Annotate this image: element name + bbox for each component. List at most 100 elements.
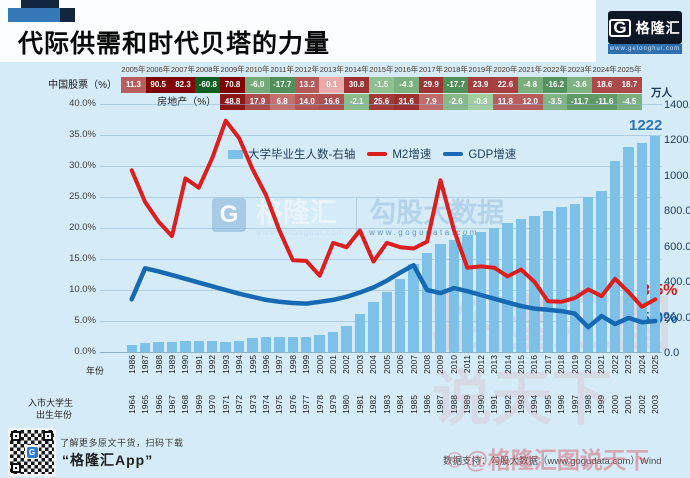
- year-tick-label: 1997: [274, 355, 285, 374]
- birth-year-tick-label: 1965: [140, 395, 151, 414]
- deco-rect-blue: [8, 8, 60, 22]
- gridline: [100, 352, 662, 353]
- table-year-header: 2015年: [369, 65, 394, 74]
- birth-year-tick: 1994: [528, 395, 541, 414]
- table-cell: 18.6: [592, 77, 617, 93]
- table-year-header: 2008年: [195, 65, 220, 74]
- year-tick-label: 2024: [636, 355, 647, 374]
- year-tick-label: 2015: [515, 355, 526, 374]
- year-tick: 2012: [474, 355, 487, 374]
- birth-year-tick-label: 1994: [529, 395, 540, 414]
- birth-year-tick-label: 1975: [274, 395, 285, 414]
- birth-year-tick-label: 1989: [462, 395, 473, 414]
- graduates-bar: [207, 341, 218, 352]
- qr-code: G: [8, 428, 56, 476]
- year-tick-label: 2002: [341, 355, 352, 374]
- graduates-bar: [233, 340, 245, 352]
- graduates-bar: [515, 219, 527, 352]
- graduates-bar: [596, 190, 607, 352]
- year-tick-label: 2010: [448, 355, 459, 374]
- graduates-bar: [556, 206, 567, 352]
- table-cell: -4.8: [517, 77, 543, 93]
- birth-year-tick: 1969: [192, 395, 205, 414]
- year-tick: 2013: [487, 355, 500, 374]
- legend-label-gdp: GDP增速: [468, 149, 517, 161]
- graduates-bar: [274, 337, 285, 352]
- table-year-header: 2007年: [170, 65, 196, 74]
- table-cell: -16.2: [542, 77, 568, 93]
- birth-year-tick-label: 1992: [502, 395, 513, 414]
- birth-year-tick-label: 1974: [260, 395, 271, 414]
- table-year-header: 2012年: [294, 65, 320, 74]
- graduates-bar: [421, 252, 433, 352]
- left-axis-tick: 40.0%: [69, 98, 96, 109]
- year-tick: 2010: [447, 355, 460, 374]
- birth-year-tick-label: 1985: [408, 395, 419, 414]
- birth-year-tick: 1995: [541, 395, 554, 414]
- graduates-bar: [448, 240, 460, 352]
- table-year-header: 2025年: [617, 65, 642, 74]
- birth-year-tick-label: 1987: [435, 395, 446, 414]
- legend-label-m2: M2增速: [392, 149, 432, 161]
- birth-year-tick-label: 1968: [180, 395, 191, 414]
- graduates-bar: [314, 335, 325, 352]
- birth-year-tick: 2002: [635, 395, 648, 414]
- graduates-bar: [636, 143, 648, 352]
- year-tick: 2023: [622, 355, 635, 374]
- table-cell: 31.6: [393, 94, 419, 110]
- qr-marker-icon: [11, 431, 21, 441]
- birth-year-tick: 1970: [206, 395, 219, 414]
- year-tick-label: 2003: [354, 355, 365, 374]
- birth-year-tick: 1988: [447, 395, 460, 414]
- birth-year-tick-label: 1990: [475, 395, 486, 414]
- year-tick: 1991: [192, 355, 205, 374]
- graduates-bar: [153, 342, 164, 352]
- table-year-header: 2005年: [121, 65, 146, 74]
- birth-year-tick: 1983: [380, 395, 393, 414]
- year-tick-label: 2009: [435, 355, 446, 374]
- table-year-header: 2009年: [220, 65, 245, 74]
- graduates-bar: [381, 292, 392, 352]
- birth-year-tick-label: 1998: [583, 395, 594, 414]
- graduates-bar: [395, 278, 406, 352]
- year-tick-label: 2025: [650, 355, 661, 374]
- table-year-header: 2013年: [319, 65, 344, 74]
- table-cell: 16.6: [319, 94, 345, 110]
- header-band: [0, 0, 690, 62]
- left-axis-tick: 0.0%: [74, 346, 96, 357]
- year-tick-label: 1999: [301, 355, 312, 374]
- year-tick-label: 2021: [596, 355, 607, 374]
- table-cell: 48.8: [220, 94, 245, 110]
- table-cell: 7.9: [418, 94, 444, 110]
- gelonghui-url: www.gelonghui.com: [608, 44, 682, 54]
- birth-year-tick-label: 1967: [166, 395, 177, 414]
- birth-year-tick: 1976: [286, 395, 299, 414]
- gelonghui-brand-text: 格隆汇: [635, 19, 681, 36]
- birth-year-tick-label: 1966: [153, 395, 164, 414]
- birth-year-tick-label: 1993: [515, 395, 526, 414]
- birth-year-tick: 1964: [125, 395, 138, 414]
- table-cell: 0.1: [319, 77, 345, 93]
- table-cell: -3.6: [567, 77, 593, 93]
- birth-year-tick: 1971: [219, 395, 232, 414]
- birth-year-tick-label: 1984: [395, 395, 406, 414]
- table-cell: 11.3: [121, 77, 146, 93]
- year-tick: 2019: [568, 355, 581, 374]
- birth-year-tick-label: 1982: [368, 395, 379, 414]
- birth-year-tick-label: 1980: [341, 395, 352, 414]
- table-year-header: 2023年: [567, 65, 592, 74]
- legend-label-graduates: 大学毕业生人数-右轴: [248, 149, 356, 161]
- table-cell: 82.3: [170, 77, 196, 93]
- graduates-bar: [354, 314, 366, 352]
- year-tick: 2024: [635, 355, 648, 374]
- year-tick-label: 1994: [234, 355, 245, 374]
- birth-year-tick-label: 1972: [234, 395, 245, 414]
- year-tick: 2005: [380, 355, 393, 374]
- table-year-header: 2014年: [344, 65, 369, 74]
- birth-year-tick-label: 1983: [381, 395, 392, 414]
- table-cell: 18.7: [617, 77, 642, 93]
- birth-year-tick-label: 1964: [126, 395, 137, 414]
- birth-year-tick-label: 2003: [650, 395, 661, 414]
- birth-year-tick: 1968: [179, 395, 192, 414]
- birth-year-tick: 1987: [434, 395, 447, 414]
